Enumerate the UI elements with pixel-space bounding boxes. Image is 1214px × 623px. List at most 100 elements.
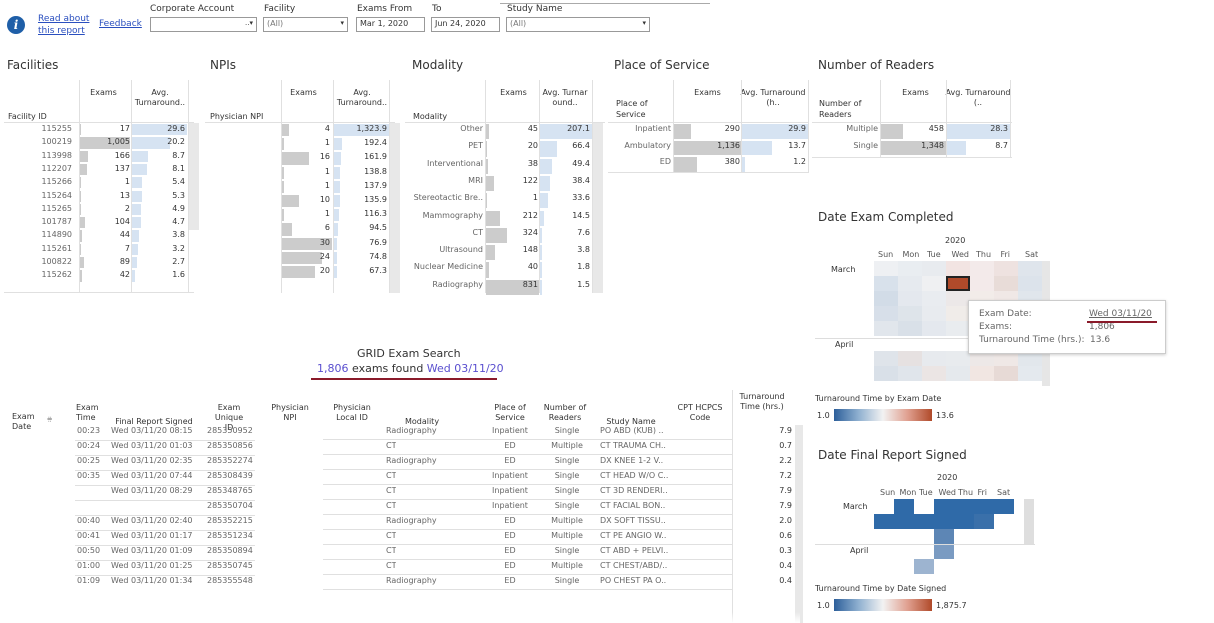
modality-avg-bar <box>540 227 542 244</box>
facility-dropdown[interactable]: (All) ▾ <box>263 17 348 32</box>
heatmap-cell[interactable] <box>898 291 922 306</box>
heatmap-cell[interactable] <box>970 276 994 291</box>
heatmap-cell[interactable] <box>1018 366 1042 381</box>
heatmap-cell[interactable] <box>922 306 946 321</box>
heatmap-cell[interactable] <box>946 351 970 366</box>
date-signed-heatmap[interactable] <box>874 499 1038 577</box>
heatmap-cell[interactable] <box>874 366 898 381</box>
grid-col-header[interactable]: Modality <box>404 417 440 426</box>
heatmap-cell[interactable] <box>874 514 894 529</box>
heatmap-cell[interactable] <box>922 336 946 351</box>
heatmap-cell[interactable] <box>934 529 954 544</box>
corporate-account-dropdown[interactable]: ..▾ <box>150 17 257 32</box>
heatmap-cell[interactable] <box>914 514 934 529</box>
pos-avg-value: 13.7 <box>788 140 806 150</box>
grid-col-header[interactable]: Number of Readers <box>543 403 587 422</box>
facilities-scrollbar[interactable] <box>189 123 199 230</box>
npis-exams-bar <box>282 209 284 222</box>
grid-study: CT 3D RENDERI.. <box>600 486 668 495</box>
heatmap-cell[interactable] <box>874 261 898 276</box>
heatmap-cell[interactable] <box>954 499 974 514</box>
modality-avg-value: 3.8 <box>577 245 590 255</box>
heatmap-cell[interactable] <box>898 306 922 321</box>
heatmap-cell[interactable] <box>874 336 898 351</box>
heatmap-cell[interactable] <box>874 276 898 291</box>
heatmap-cell[interactable] <box>874 321 898 336</box>
heatmap-cell[interactable] <box>898 261 922 276</box>
dc-day-fri: Fri <box>1000 250 1011 259</box>
grid-scrollbar[interactable] <box>795 425 803 623</box>
heatmap-cell[interactable] <box>946 336 970 351</box>
exams-from-input[interactable]: Mar 1, 2020 <box>356 17 425 32</box>
heatmap-cell[interactable] <box>898 351 922 366</box>
heatmap-cell[interactable] <box>994 351 1018 366</box>
heatmap-cell[interactable] <box>934 499 954 514</box>
heatmap-cell[interactable] <box>994 366 1018 381</box>
heatmap-cell[interactable] <box>922 291 946 306</box>
facilities-exams-value: 7 <box>124 243 130 253</box>
heatmap-cell[interactable] <box>946 291 970 306</box>
read-about-link[interactable]: Read about this report <box>38 14 90 36</box>
grid-col-header[interactable]: Physician Local ID <box>333 403 371 422</box>
heatmap-cell[interactable] <box>946 306 970 321</box>
grid-uid: 285350856 <box>207 441 253 450</box>
heatmap-cell[interactable] <box>922 276 946 291</box>
heatmap-cell[interactable] <box>874 306 898 321</box>
grid-col-header[interactable]: Exam Time <box>76 403 99 422</box>
facilities-exams-value: 13 <box>119 190 130 200</box>
grid-col-header[interactable]: Study Name <box>606 417 656 426</box>
modality-exams-value: 212 <box>522 210 538 220</box>
heatmap-cell[interactable] <box>898 366 922 381</box>
heatmap-cell[interactable] <box>974 499 994 514</box>
exams-to-input[interactable]: Jun 24, 2020 <box>431 17 500 32</box>
heatmap-cell[interactable] <box>922 261 946 276</box>
modality-scrollbar[interactable] <box>593 123 603 293</box>
heatmap-cell[interactable] <box>1018 276 1042 291</box>
heatmap-cell[interactable] <box>922 351 946 366</box>
grid-uid: 285350745 <box>207 561 253 570</box>
heatmap-cell[interactable] <box>970 351 994 366</box>
heatmap-cell[interactable] <box>994 261 1018 276</box>
heatmap-cell[interactable] <box>970 261 994 276</box>
grid-col-header[interactable]: Final Report Signed <box>115 417 193 426</box>
heatmap-cell[interactable] <box>994 499 1014 514</box>
grid-col-header[interactable]: Exam Unique ID <box>214 403 244 432</box>
heatmap-cell[interactable] <box>874 291 898 306</box>
grid-col-header[interactable]: Place of Service <box>494 403 526 422</box>
facilities-exams-value: 44 <box>119 230 130 240</box>
heatmap-cell[interactable] <box>946 321 970 336</box>
heatmap-cell[interactable] <box>1018 351 1042 366</box>
heatmap-cell[interactable] <box>934 514 954 529</box>
heatmap-cell[interactable] <box>898 336 922 351</box>
heatmap-cell[interactable] <box>954 514 974 529</box>
heatmap-cell[interactable] <box>946 276 970 291</box>
heatmap-scrollbar[interactable] <box>1024 499 1034 545</box>
heatmap-cell[interactable] <box>894 499 914 514</box>
npis-scrollbar[interactable] <box>390 123 400 293</box>
heatmap-cell[interactable] <box>946 366 970 381</box>
grid-pos: Inpatient <box>492 486 528 495</box>
grid-col-header[interactable]: Exam Date <box>12 412 35 431</box>
heatmap-cell[interactable] <box>1018 261 1042 276</box>
heatmap-cell[interactable] <box>922 366 946 381</box>
heatmap-cell[interactable] <box>934 544 954 559</box>
heatmap-cell[interactable] <box>898 321 922 336</box>
study-name-dropdown[interactable]: (All) ▾ <box>506 17 650 32</box>
grid-col-header[interactable]: Turnaround Time (hrs.) <box>739 392 785 411</box>
heatmap-cell[interactable] <box>974 514 994 529</box>
heatmap-cell[interactable] <box>970 366 994 381</box>
heatmap-cell[interactable] <box>898 276 922 291</box>
npis-exams-bar <box>282 266 316 279</box>
sort-icon[interactable]: ⩷ <box>47 414 53 424</box>
info-icon[interactable]: i <box>7 16 25 34</box>
grid-col-header[interactable]: Physician NPI <box>271 403 309 422</box>
grid-col-header[interactable]: CPT HCPCS Code <box>677 403 723 422</box>
heatmap-cell[interactable] <box>946 261 970 276</box>
heatmap-cell[interactable] <box>914 559 934 574</box>
feedback-link[interactable]: Feedback <box>99 19 142 29</box>
heatmap-cell[interactable] <box>874 351 898 366</box>
heatmap-cell[interactable] <box>894 514 914 529</box>
heatmap-cell[interactable] <box>994 276 1018 291</box>
heatmap-cell[interactable] <box>922 321 946 336</box>
grid-exam-time: 00:35 <box>77 471 101 480</box>
